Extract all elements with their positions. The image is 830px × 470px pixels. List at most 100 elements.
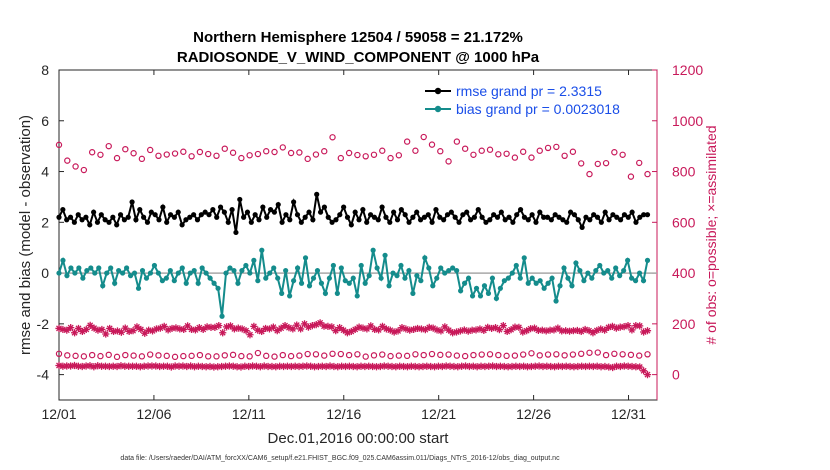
data-point bbox=[155, 270, 162, 276]
assimilated-obs-marker bbox=[332, 327, 340, 335]
possible-obs-marker bbox=[354, 151, 361, 159]
assimilated-obs-marker bbox=[254, 326, 262, 334]
possible-obs-marker bbox=[470, 151, 477, 158]
assimilated-obs-marker bbox=[492, 362, 501, 371]
data-point bbox=[430, 283, 436, 289]
assimilated-obs-marker bbox=[229, 362, 237, 370]
assimilated-obs-marker bbox=[601, 362, 609, 371]
assimilated-obs-marker bbox=[643, 327, 652, 335]
possible-obs-marker bbox=[188, 153, 195, 160]
possible-obs-marker bbox=[495, 151, 502, 158]
assimilated-obs-marker bbox=[269, 323, 277, 331]
y-tick-label: 4 bbox=[41, 164, 49, 180]
data-point bbox=[207, 275, 213, 281]
x-tick-label: 12/31 bbox=[611, 406, 646, 422]
data-point bbox=[498, 209, 504, 215]
assimilated-obs-marker bbox=[433, 326, 441, 334]
assimilated-obs-marker bbox=[86, 321, 94, 329]
possible-obs-marker bbox=[362, 353, 369, 360]
x-tick-label: 12/16 bbox=[326, 406, 361, 422]
possible-obs-marker bbox=[130, 150, 137, 157]
data-point bbox=[318, 280, 325, 286]
data-point bbox=[321, 204, 328, 210]
data-point bbox=[358, 262, 364, 269]
possible-obs-marker bbox=[254, 349, 262, 357]
assimilated-obs-marker bbox=[546, 326, 554, 334]
data-point bbox=[152, 212, 158, 218]
assimilated-obs-marker bbox=[531, 362, 539, 370]
assimilated-obs-marker bbox=[287, 362, 295, 371]
assimilated-obs-marker bbox=[268, 362, 276, 371]
assimilated-obs-marker bbox=[399, 362, 408, 371]
possible-obs-marker bbox=[503, 150, 510, 157]
data-point bbox=[360, 207, 366, 213]
possible-obs-marker bbox=[105, 142, 112, 150]
data-point bbox=[525, 280, 531, 286]
data-point bbox=[362, 280, 368, 286]
possible-obs-marker bbox=[171, 353, 179, 361]
assimilated-obs-marker bbox=[516, 362, 524, 371]
data-point bbox=[537, 209, 543, 215]
data-point bbox=[247, 270, 253, 276]
assimilated-obs-marker bbox=[491, 324, 500, 332]
data-point bbox=[326, 275, 332, 281]
data-point bbox=[108, 265, 114, 271]
data-point bbox=[429, 219, 435, 225]
assimilated-obs-marker bbox=[225, 362, 233, 370]
data-point bbox=[613, 265, 619, 271]
assimilated-obs-marker bbox=[176, 325, 184, 333]
data-point bbox=[344, 214, 351, 220]
data-point bbox=[501, 278, 507, 284]
possible-obs-marker bbox=[395, 152, 403, 159]
possible-obs-marker bbox=[519, 148, 527, 155]
data-point bbox=[56, 214, 62, 220]
data-point bbox=[210, 207, 216, 213]
possible-obs-marker bbox=[221, 352, 228, 359]
data-point bbox=[195, 280, 201, 286]
assimilated-obs-marker bbox=[285, 324, 293, 332]
possible-obs-marker bbox=[64, 352, 71, 359]
possible-obs-marker bbox=[611, 149, 618, 156]
data-point bbox=[104, 270, 110, 276]
x-tick-label: 12/21 bbox=[421, 406, 456, 422]
assimilated-obs-marker bbox=[195, 324, 203, 332]
data-point bbox=[448, 209, 454, 215]
assimilated-obs-marker bbox=[577, 327, 585, 336]
data-point bbox=[593, 267, 599, 274]
possible-obs-marker bbox=[503, 352, 510, 360]
data-point bbox=[235, 280, 241, 286]
data-point bbox=[87, 222, 93, 228]
possible-obs-marker bbox=[72, 352, 79, 360]
x-tick-label: 12/06 bbox=[136, 406, 171, 422]
data-point bbox=[60, 207, 66, 213]
possible-obs-marker bbox=[155, 352, 162, 359]
data-point bbox=[383, 214, 389, 220]
assimilated-obs-marker bbox=[550, 363, 559, 371]
data-point bbox=[143, 275, 150, 281]
data-point bbox=[199, 265, 205, 271]
data-point bbox=[621, 267, 627, 274]
data-point bbox=[514, 212, 520, 218]
possible-obs-marker bbox=[403, 352, 411, 360]
assimilated-obs-marker bbox=[191, 326, 200, 334]
assimilated-obs-marker bbox=[171, 362, 179, 370]
data-point bbox=[502, 217, 508, 223]
data-point bbox=[187, 270, 193, 276]
assimilated-obs-marker bbox=[427, 362, 435, 371]
data-point bbox=[598, 219, 604, 225]
possible-obs-marker bbox=[428, 350, 436, 358]
assimilated-obs-marker bbox=[438, 362, 446, 371]
possible-obs-marker bbox=[387, 352, 394, 360]
possible-obs-marker bbox=[271, 148, 278, 156]
data-point bbox=[414, 273, 420, 279]
possible-obs-marker bbox=[88, 149, 96, 156]
assimilated-obs-marker bbox=[190, 363, 199, 371]
assimilated-obs-marker bbox=[82, 362, 90, 370]
assimilated-obs-marker bbox=[295, 362, 303, 371]
assimilated-obs-marker bbox=[207, 323, 215, 331]
possible-obs-marker bbox=[138, 353, 146, 360]
assimilated-obs-marker bbox=[581, 362, 590, 371]
possible-obs-marker bbox=[619, 151, 626, 158]
assimilated-obs-marker bbox=[343, 329, 352, 337]
data-point bbox=[585, 270, 591, 276]
